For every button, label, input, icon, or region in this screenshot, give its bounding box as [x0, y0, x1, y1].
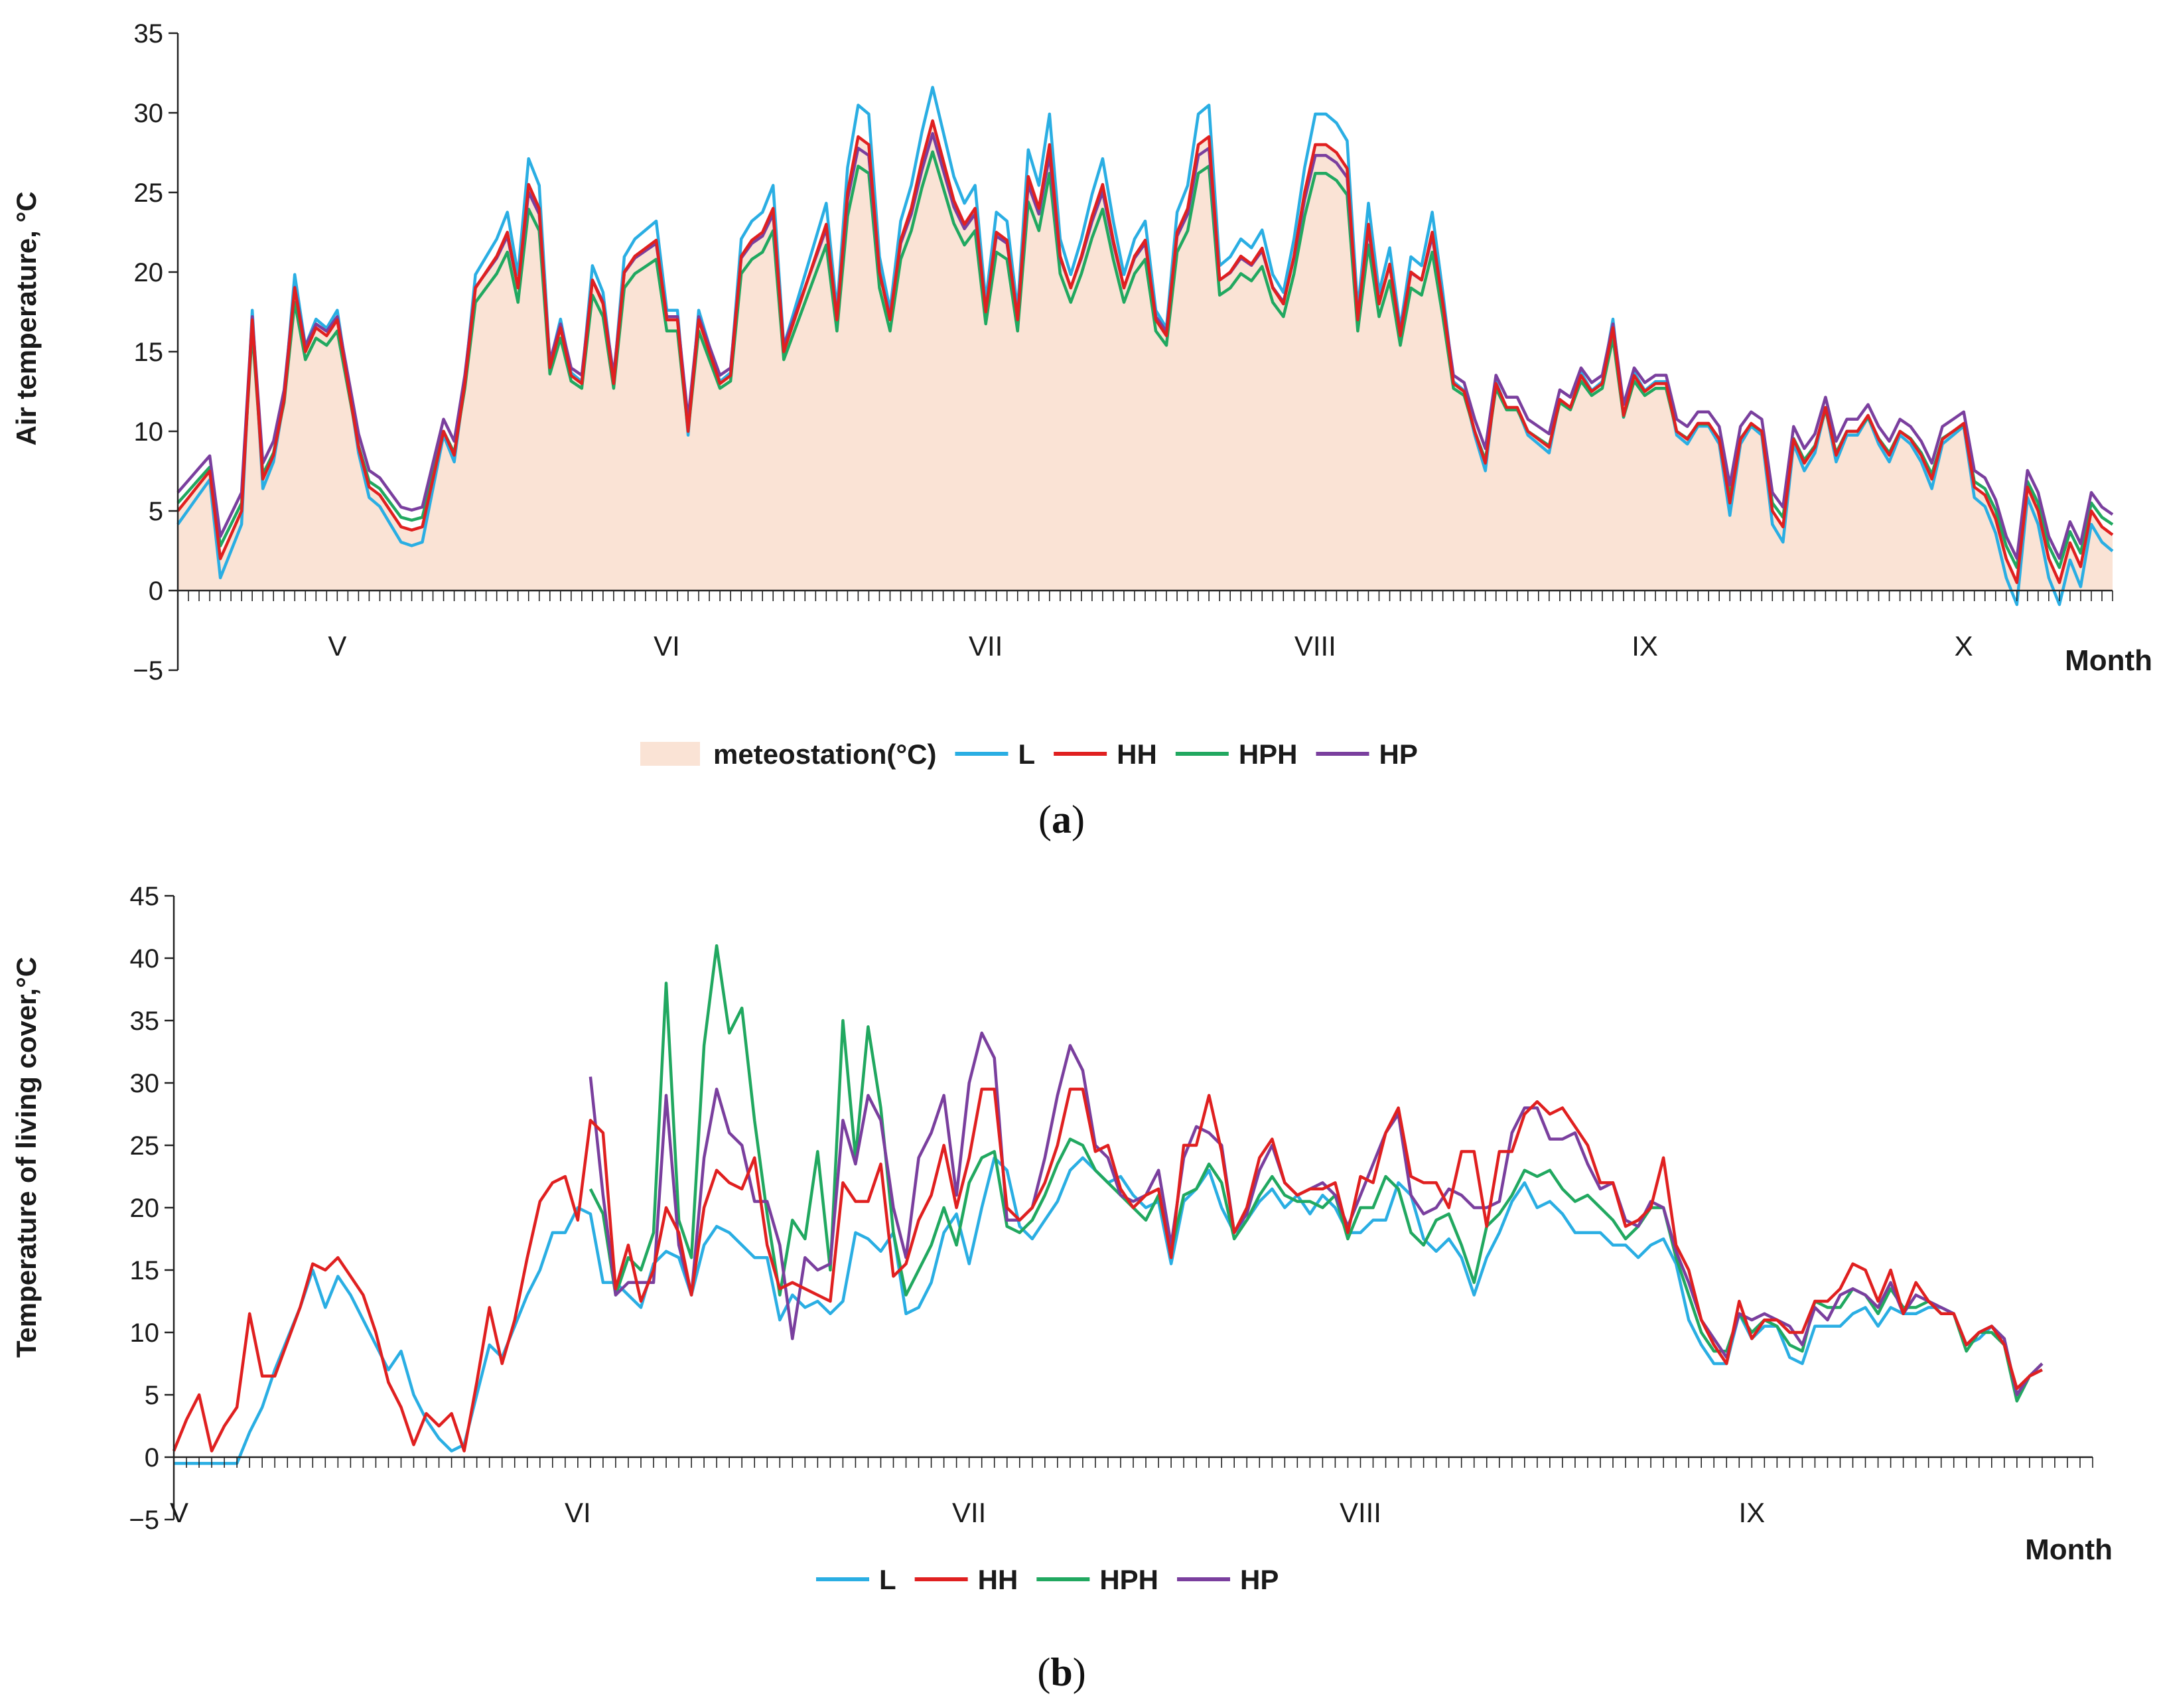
meteostation-area [178, 121, 2113, 591]
month-label: VIII [1340, 1497, 1381, 1528]
y-tick-label: 5 [149, 497, 163, 526]
month-label: VII [952, 1497, 986, 1528]
y-tick-label: 0 [149, 577, 163, 606]
legend-label: HP [1240, 1564, 1279, 1595]
chart-a-meteo-area [178, 121, 2113, 591]
month-label: IX [1738, 1497, 1765, 1528]
y-tick-label: −5 [133, 656, 163, 685]
legend-label: L [1018, 739, 1035, 770]
month-label: X [1955, 630, 1973, 662]
chart-a-caption-letter: a [1052, 798, 1072, 841]
chart-a-xlabel: Month [2065, 644, 2152, 677]
chart-b-caption: (b) [1037, 1650, 1085, 1694]
y-tick-label: 35 [134, 19, 164, 48]
chart-a-caption: (a) [1038, 798, 1085, 841]
y-tick-label: 40 [130, 944, 160, 973]
month-label: VIII [1294, 630, 1336, 662]
y-tick-label: 25 [134, 178, 164, 208]
y-tick-label: 20 [130, 1194, 160, 1223]
y-tick-label: 10 [134, 417, 164, 447]
chart-a-axes: −5 0 5 10 15 20 25 30 35 V VI VII VIII IX X [133, 19, 2113, 685]
chart-b-ylabel: Temperature of living cover,°C [11, 957, 42, 1358]
y-tick-label: 20 [134, 258, 164, 287]
month-label: V [328, 630, 346, 662]
chart-b-legend: L HH HPH HP [816, 1564, 1279, 1595]
month-label: VI [565, 1497, 591, 1528]
y-tick-label: 15 [130, 1256, 160, 1285]
y-tick-label: 30 [130, 1069, 160, 1098]
month-label: IX [1632, 630, 1658, 662]
month-label: VII [969, 630, 1003, 662]
y-tick-label: 35 [130, 1007, 160, 1036]
chart-a-ylabel: Air temperature, °C [11, 191, 42, 445]
month-label: V [170, 1497, 188, 1528]
y-tick-label: 25 [130, 1131, 160, 1161]
series-line-hh [172, 1088, 2043, 1453]
chart-a-legend: meteostation(°C) L HH HPH HP [640, 739, 1418, 770]
legend-label: HPH [1239, 739, 1298, 770]
y-tick-label: 15 [134, 338, 164, 367]
chart-b-caption-letter: b [1050, 1650, 1072, 1694]
legend-label: HPH [1099, 1564, 1158, 1595]
legend-label: HH [978, 1564, 1018, 1595]
chart-b-xlabel: Month [2025, 1533, 2113, 1566]
y-tick-label: 30 [134, 99, 164, 128]
legend-label: HH [1117, 739, 1157, 770]
series-line-hp [589, 1031, 2044, 1397]
chart-b-axes: −5 0 5 10 15 20 25 30 35 40 45 V VI VII VIII IX [129, 882, 2093, 1535]
y-tick-label: 10 [130, 1318, 160, 1348]
series-line-hh [176, 119, 2114, 585]
month-label: VI [654, 630, 680, 662]
y-tick-label: 0 [145, 1443, 159, 1472]
legend-label: meteostation(°C) [713, 739, 936, 770]
chart-b-lines [172, 944, 2044, 1465]
chart-b: −5 0 5 10 15 20 25 30 35 40 45 V VI VII VIII IX Tempera… [11, 882, 2113, 1694]
legend-swatch-meteo [640, 742, 700, 766]
chart-a-lines [176, 86, 2114, 606]
y-tick-label: 5 [145, 1381, 159, 1410]
series-line-hph [589, 944, 2044, 1403]
chart-a: −5 0 5 10 15 20 25 30 35 V VI VII VIII IX X Air temper… [11, 19, 2152, 841]
legend-label: L [879, 1564, 896, 1595]
y-tick-label: 45 [130, 882, 160, 911]
y-tick-label: −5 [129, 1506, 159, 1535]
legend-label: HP [1379, 739, 1418, 770]
